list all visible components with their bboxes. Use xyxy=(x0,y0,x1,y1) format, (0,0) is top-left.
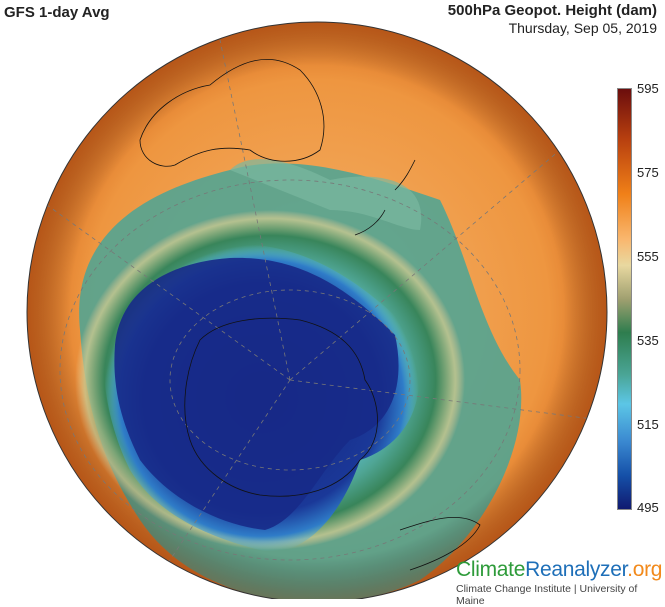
antarctica-outline xyxy=(184,317,378,497)
colorbar xyxy=(617,88,632,510)
globe-outline xyxy=(26,21,608,599)
logo-part: Reanalyzer xyxy=(525,558,628,581)
coastlines xyxy=(139,58,481,571)
new-zealand-outline xyxy=(354,159,416,236)
graticule xyxy=(39,39,601,591)
map-title: GFS 1-day Avg xyxy=(4,4,110,21)
logo-part: .org xyxy=(627,558,663,581)
institution-credit: Climate Change Institute | University of… xyxy=(456,583,638,607)
colorbar-tick: 535 xyxy=(637,333,659,348)
logo-part: Climate xyxy=(456,558,526,581)
colorbar-tick: 595 xyxy=(637,81,659,96)
australia-outline xyxy=(139,58,325,167)
date-label: Thursday, Sep 05, 2019 xyxy=(508,20,657,36)
colorbar-tick: 575 xyxy=(637,165,659,180)
colorbar-tick: 555 xyxy=(637,249,659,264)
climate-reanalyzer-logo[interactable]: ClimateReanalyzer.org xyxy=(456,558,662,582)
globe-limb-shade xyxy=(27,22,607,599)
south-america-tip xyxy=(399,517,481,571)
map-header-right: 500hPa Geopot. Height (dam) Thursday, Se… xyxy=(448,2,657,36)
colorbar-tick: 515 xyxy=(637,417,659,432)
variable-title: 500hPa Geopot. Height (dam) xyxy=(447,2,657,19)
colorbar-tick: 495 xyxy=(637,500,659,515)
